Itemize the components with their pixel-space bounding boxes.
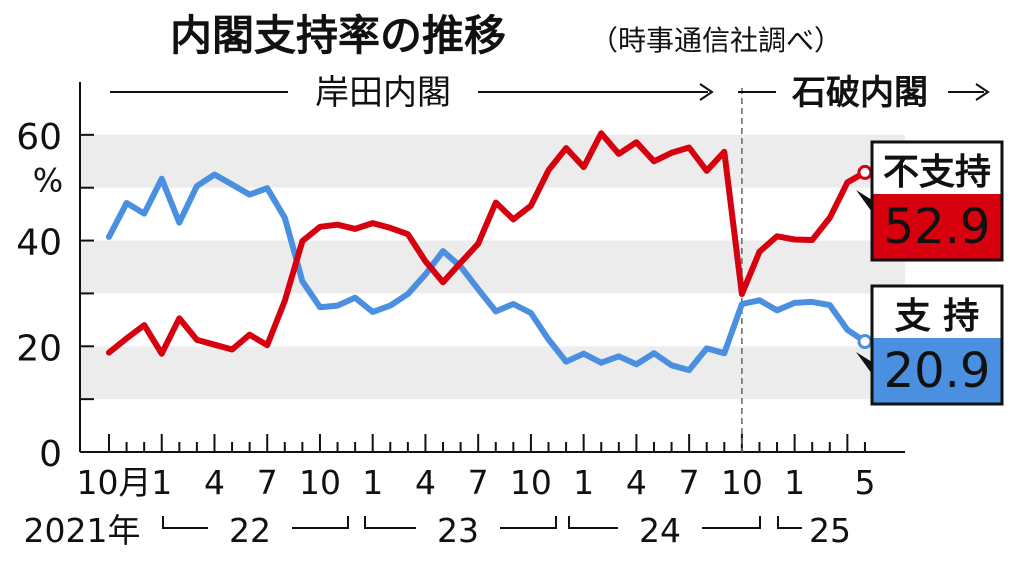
year-label: 25: [809, 511, 851, 550]
y-tick-label: 0: [39, 434, 62, 475]
year-label: 23: [437, 511, 479, 550]
disapprove-callout-value: 52.9: [884, 199, 991, 255]
year-bracket-line: [568, 516, 618, 529]
y-axis-unit: %: [33, 162, 63, 200]
x-tick-label: 4: [415, 463, 436, 502]
year-bracket-line: [162, 516, 208, 529]
disapprove-line: [106, 130, 868, 357]
era-annotations: 岸田内閣 石破内閣: [110, 73, 990, 452]
chart-title: 内閣支持率の推移: [170, 11, 506, 60]
x-tick-label: 4: [626, 463, 647, 502]
disapprove-last-point: [857, 164, 873, 180]
x-tick-label: 1: [784, 463, 805, 502]
approve-callout-value-box: [873, 338, 1001, 403]
x-tick-label: 7: [468, 463, 489, 502]
approve-callout-label: 支 持: [895, 296, 980, 337]
x-tick-label: 1: [362, 463, 383, 502]
x-tick-label: 7: [257, 463, 278, 502]
x-tick-label: 5: [854, 463, 875, 502]
x-tick-label: 10: [299, 463, 341, 502]
year-label: 2021年: [24, 511, 141, 550]
year-bracket: 24: [568, 511, 761, 550]
year-bracket-line: [702, 516, 761, 529]
x-tick-label: 1: [151, 463, 172, 502]
y-tick-label: 40: [16, 223, 62, 264]
x-tick-label: 10: [510, 463, 552, 502]
x-tick-label: 4: [204, 463, 225, 502]
disapprove-callout-value-box: [873, 194, 1001, 259]
x-tick-label: 10月: [77, 463, 152, 502]
approve-callout-pointer: [856, 352, 872, 374]
disapprove-callout-label: 不支持: [883, 152, 991, 193]
year-bracket: 22: [162, 511, 349, 550]
x-tick-label: 7: [679, 463, 700, 502]
disapprove-callout: 不支持 52.9: [856, 140, 1004, 262]
disapprove-callout-pointer: [856, 190, 872, 212]
callouts: 不支持 52.9 支 持 20.9: [856, 140, 1004, 406]
era-arrow-head: [975, 83, 990, 101]
y-tick-label: 20: [16, 328, 62, 369]
grid-bands: [80, 134, 905, 400]
source-note: （時事通信社調べ）: [590, 24, 842, 57]
grid-band: [80, 240, 905, 294]
x-tick-label: 1: [573, 463, 594, 502]
grid-band: [80, 346, 905, 400]
year-label: 24: [639, 511, 681, 550]
year-bracket-line: [500, 516, 557, 529]
y-tick-label: 60: [16, 117, 62, 158]
axes: [79, 82, 905, 453]
year-bracket-line: [364, 516, 416, 529]
approve-last-point: [857, 334, 873, 350]
year-bracket-line: [777, 516, 802, 529]
era-label-kishida: 岸田内閣: [315, 73, 451, 113]
approve-callout-value: 20.9: [884, 343, 991, 399]
era-arrow-head: [699, 83, 714, 101]
year-bracket-line: [292, 516, 349, 529]
year-bracket: 23: [364, 511, 557, 550]
year-bracket: 25: [777, 511, 851, 550]
approve-line: [106, 171, 868, 374]
x-tick-label: 10: [721, 463, 763, 502]
series-lines: [106, 130, 873, 374]
era-label-ishiba: 石破内閣: [791, 73, 928, 113]
year-label: 22: [229, 511, 271, 550]
approve-callout: 支 持 20.9: [856, 284, 1004, 406]
